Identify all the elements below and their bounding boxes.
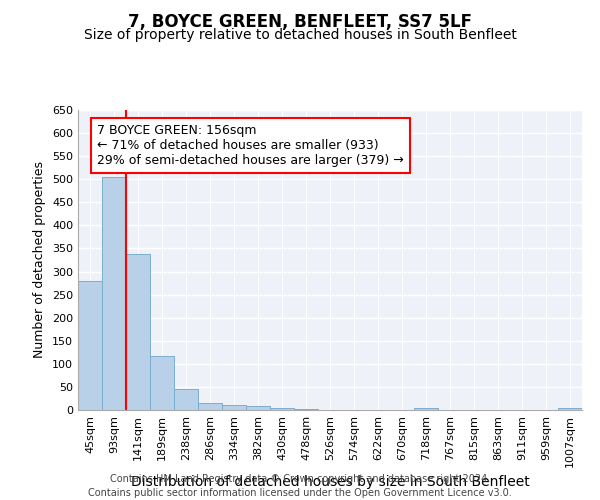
Text: 7, BOYCE GREEN, BENFLEET, SS7 5LF: 7, BOYCE GREEN, BENFLEET, SS7 5LF (128, 12, 472, 30)
Bar (126, 254, 150, 410)
Bar (174, 389, 198, 410)
Bar (78, 281, 102, 410)
Bar (270, 408, 294, 410)
Text: 7 BOYCE GREEN: 156sqm
← 71% of detached houses are smaller (933)
29% of semi-det: 7 BOYCE GREEN: 156sqm ← 71% of detached … (97, 124, 404, 167)
Y-axis label: Number of detached properties: Number of detached properties (34, 162, 46, 358)
Text: Size of property relative to detached houses in South Benfleet: Size of property relative to detached ho… (83, 28, 517, 42)
Bar (294, 409, 318, 410)
Bar (150, 356, 174, 410)
Bar (198, 403, 222, 410)
Bar (558, 408, 582, 410)
Text: Contains HM Land Registry data © Crown copyright and database right 2024.
Contai: Contains HM Land Registry data © Crown c… (88, 474, 512, 498)
X-axis label: Distribution of detached houses by size in South Benfleet: Distribution of detached houses by size … (131, 475, 529, 489)
Bar (246, 406, 270, 410)
Bar (222, 406, 246, 410)
Bar (414, 408, 438, 410)
Bar (102, 177, 126, 410)
